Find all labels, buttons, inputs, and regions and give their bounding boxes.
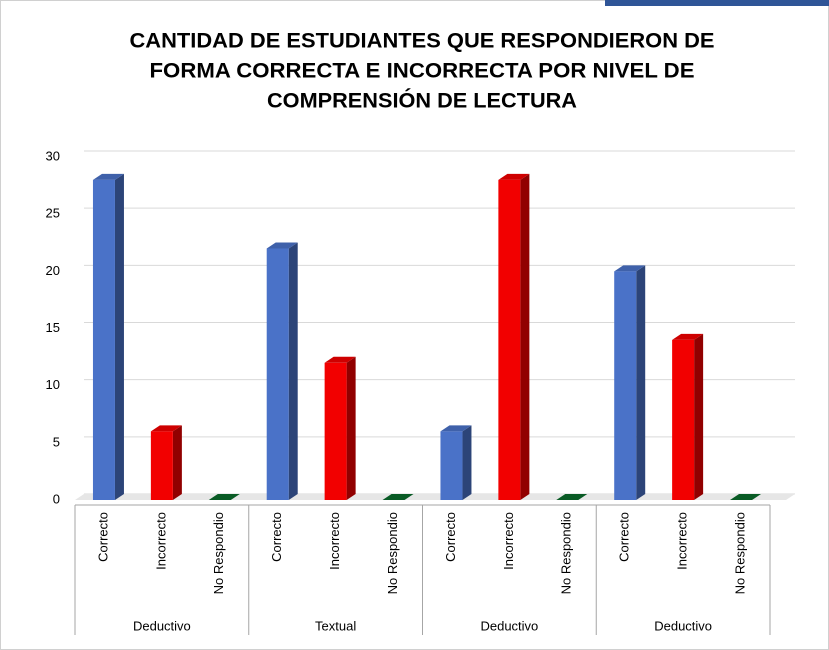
bar-top: [498, 173, 530, 180]
bar-top: [324, 356, 356, 363]
bar-side: [520, 173, 530, 500]
bar-side: [462, 425, 472, 500]
y-tick-label: 20: [46, 263, 60, 278]
bar: [324, 362, 347, 500]
bar-top: [556, 494, 588, 500]
group-label: Deductivo: [480, 618, 538, 633]
x-tick-label: No Respondio: [732, 512, 747, 594]
bar: [672, 339, 695, 500]
x-tick-label: Incorrecto: [501, 512, 516, 570]
bar-side: [694, 333, 704, 500]
chart-title: FORMA CORRECTA E INCORRECTA POR NIVEL DE: [150, 60, 695, 83]
chart-title: COMPRENSIÓN DE LECTURA: [267, 89, 577, 113]
bar-top: [208, 494, 240, 500]
bar: [614, 271, 637, 500]
x-tick-label: No Respondio: [211, 512, 226, 594]
y-tick-label: 15: [46, 320, 60, 335]
bar-side: [114, 173, 124, 500]
bar: [92, 179, 115, 500]
x-tick-label: No Respondio: [385, 512, 400, 594]
window-strip: [605, 0, 829, 6]
bar: [266, 248, 289, 500]
group-label: Textual: [315, 618, 356, 633]
group-label: Deductivo: [133, 618, 191, 633]
bar-side: [288, 242, 298, 500]
y-tick-label: 10: [46, 377, 60, 392]
y-tick-label: 25: [46, 206, 60, 221]
bar-top: [730, 494, 762, 500]
x-tick-label: Incorrecto: [675, 512, 690, 570]
y-tick-label: 30: [46, 148, 60, 163]
chart-title: CANTIDAD DE ESTUDIANTES QUE RESPONDIERON…: [130, 30, 715, 53]
x-tick-label: Correcto: [617, 512, 632, 562]
bar-top: [672, 333, 704, 340]
bar-top: [150, 425, 182, 432]
x-tick-label: Incorrecto: [327, 512, 342, 570]
bar: [150, 431, 173, 500]
y-tick-label: 0: [53, 491, 60, 506]
group-label: Deductivo: [654, 618, 712, 633]
bar-top: [92, 173, 124, 180]
bar-side: [172, 425, 182, 500]
bar-top: [382, 494, 414, 500]
x-tick-label: Correcto: [269, 512, 284, 562]
x-tick-label: Incorrecto: [153, 512, 168, 570]
x-tick-label: Correcto: [443, 512, 458, 562]
bar-side: [636, 265, 646, 500]
bar-top: [614, 265, 646, 272]
x-tick-label: Correcto: [95, 512, 110, 562]
bar-top: [440, 425, 472, 432]
x-tick-label: No Respondio: [559, 512, 574, 594]
bar-top: [266, 242, 298, 249]
y-tick-label: 5: [53, 434, 60, 449]
bar: [440, 431, 463, 500]
bar: [498, 179, 521, 500]
bar-side: [346, 356, 356, 500]
